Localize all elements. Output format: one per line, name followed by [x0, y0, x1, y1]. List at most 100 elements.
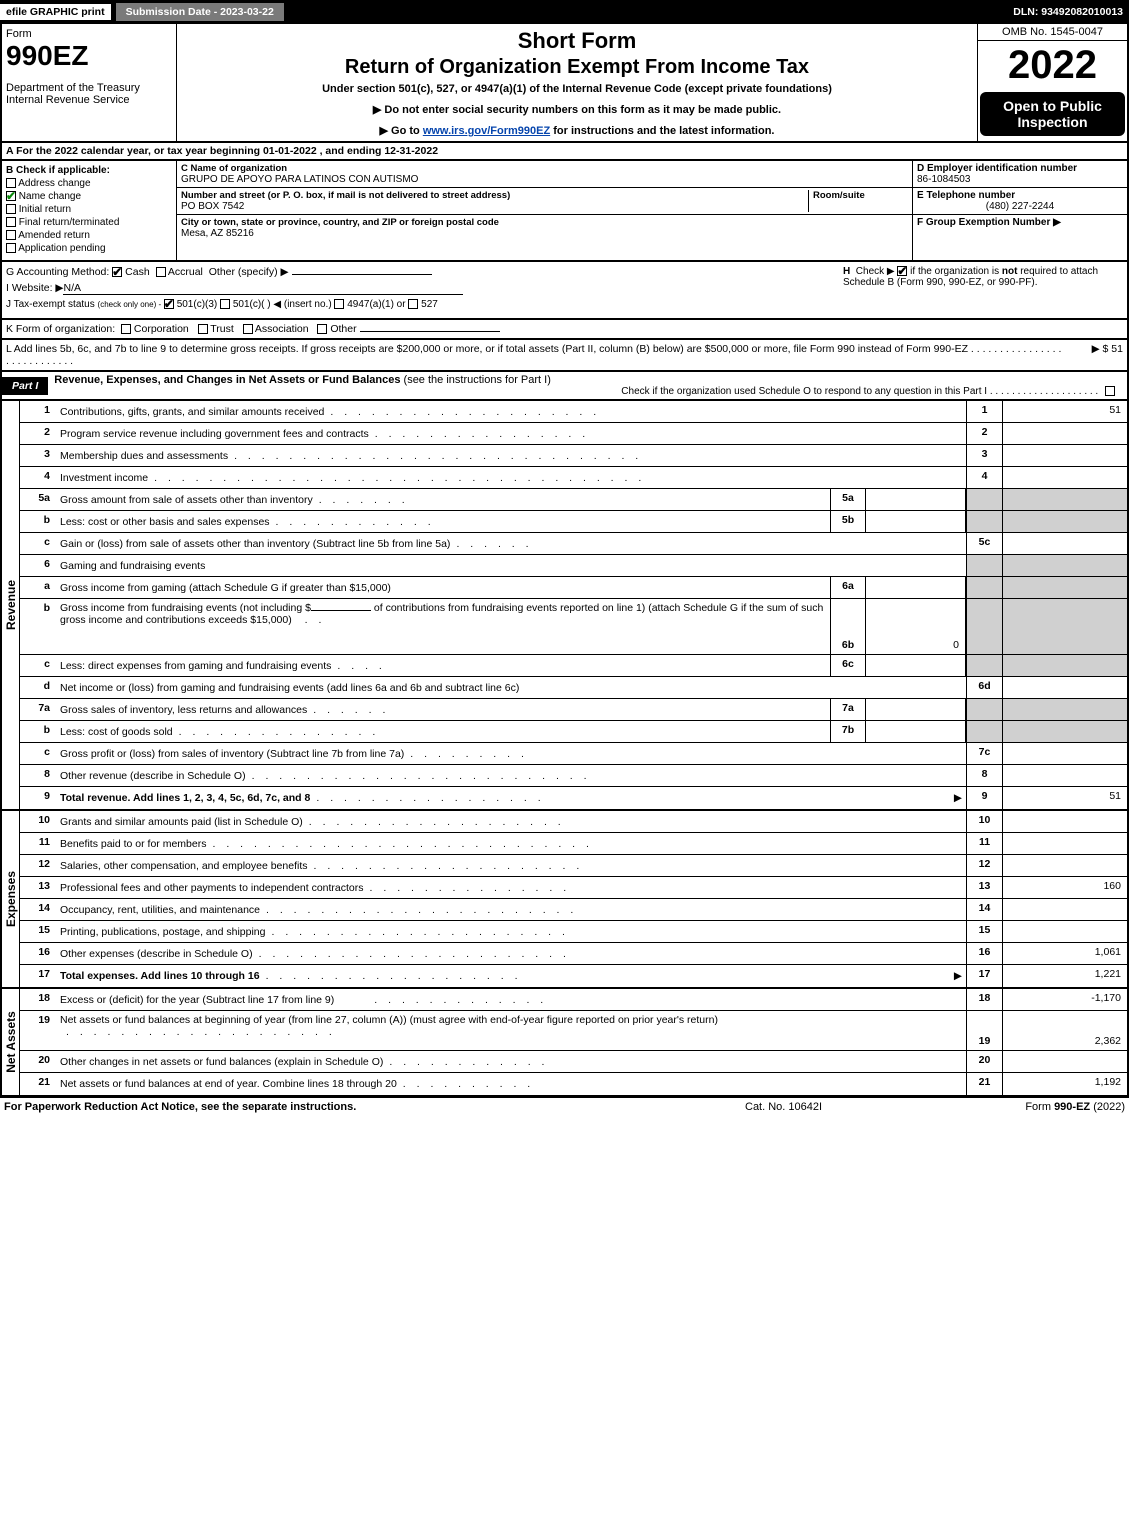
checkbox-name-change[interactable]: [6, 191, 16, 201]
arrow-icon: ▶: [954, 792, 962, 804]
row-14: 14 Occupancy, rent, utilities, and maint…: [20, 899, 1127, 921]
row-7a: 7a Gross sales of inventory, less return…: [20, 699, 1127, 721]
cb-pending: Application pending: [6, 243, 172, 254]
irs-link[interactable]: www.irs.gov/Form990EZ: [423, 125, 550, 137]
col-c: C Name of organization GRUPO DE APOYO PA…: [177, 161, 912, 260]
footer-left: For Paperwork Reduction Act Notice, see …: [4, 1101, 745, 1113]
checkbox-initial[interactable]: [6, 204, 16, 214]
l-line: L Add lines 5b, 6c, and 7b to line 9 to …: [0, 340, 1129, 372]
efile-label: efile GRAPHIC print: [0, 4, 111, 20]
netassets-body: 18 Excess or (deficit) for the year (Sub…: [20, 989, 1127, 1095]
cb-final: Final return/terminated: [6, 217, 172, 228]
checkbox-address[interactable]: [6, 178, 16, 188]
row-7b: b Less: cost of goods sold. . . . . . . …: [20, 721, 1127, 743]
ein: 86-1084503: [917, 174, 1123, 185]
checkbox-sched-o[interactable]: [1105, 386, 1115, 396]
sidelabel-expenses: Expenses: [2, 811, 20, 987]
d-phone-row: E Telephone number (480) 227-2244: [913, 188, 1127, 215]
row-1: 1 Contributions, gifts, grants, and simi…: [20, 401, 1127, 423]
row-8: 8 Other revenue (describe in Schedule O)…: [20, 765, 1127, 787]
row-9: 9 Total revenue. Add lines 1, 2, 3, 4, 5…: [20, 787, 1127, 809]
city-label: City or town, state or province, country…: [181, 217, 499, 228]
revenue-body: 1 Contributions, gifts, grants, and simi…: [20, 401, 1127, 809]
row-17: 17 Total expenses. Add lines 10 through …: [20, 965, 1127, 987]
revenue-section: Revenue 1 Contributions, gifts, grants, …: [2, 401, 1127, 809]
checkbox-501c3[interactable]: [164, 299, 174, 309]
phone: (480) 227-2244: [917, 201, 1123, 212]
dept-treasury: Department of the Treasury Internal Reve…: [6, 82, 172, 106]
row-7c: c Gross profit or (loss) from sales of i…: [20, 743, 1127, 765]
street-label: Number and street (or P. O. box, if mail…: [181, 190, 808, 201]
goto-note: ▶ Go to www.irs.gov/Form990EZ for instru…: [183, 124, 971, 137]
h-text: H Check ▶ if the organization is not req…: [843, 266, 1123, 288]
l-amount: ▶ $ 51: [1063, 343, 1123, 367]
omb-number: OMB No. 1545-0047: [978, 24, 1127, 41]
tax-year: 2022: [978, 41, 1127, 90]
checkbox-4947[interactable]: [334, 299, 344, 309]
part1-label: Part I: [2, 377, 48, 395]
row-6a: a Gross income from gaming (attach Sched…: [20, 577, 1127, 599]
checkbox-amended[interactable]: [6, 230, 16, 240]
form-header: Form 990EZ Department of the Treasury In…: [0, 24, 1129, 143]
part1-title: Revenue, Expenses, and Changes in Net As…: [48, 372, 1127, 399]
other-specify[interactable]: [292, 274, 432, 275]
checkbox-corp[interactable]: [121, 324, 131, 334]
header-right: OMB No. 1545-0047 2022 Open to Public In…: [977, 24, 1127, 141]
ghij-left: G Accounting Method: Cash Accrual Other …: [6, 266, 843, 314]
arrow-icon: ▶: [954, 970, 962, 982]
d-ein-row: D Employer identification number 86-1084…: [913, 161, 1127, 188]
row-11: 11 Benefits paid to or for members. . . …: [20, 833, 1127, 855]
col-d: D Employer identification number 86-1084…: [912, 161, 1127, 260]
h-box: H Check ▶ if the organization is not req…: [843, 266, 1123, 314]
goto-pre: ▶ Go to: [380, 125, 423, 137]
row-18: 18 Excess or (deficit) for the year (Sub…: [20, 989, 1127, 1011]
checkbox-accrual[interactable]: [156, 267, 166, 277]
other-org-line[interactable]: [360, 331, 500, 332]
part1-header: Part I Revenue, Expenses, and Changes in…: [0, 372, 1129, 401]
netassets-section: Net Assets 18 Excess or (deficit) for th…: [2, 987, 1127, 1095]
expenses-section: Expenses 10 Grants and similar amounts p…: [2, 809, 1127, 987]
footer: For Paperwork Reduction Act Notice, see …: [0, 1097, 1129, 1116]
checkbox-trust[interactable]: [198, 324, 208, 334]
ssn-note: ▶ Do not enter social security numbers o…: [183, 103, 971, 116]
e-label: E Telephone number: [917, 190, 1123, 201]
c-street-row: Number and street (or P. O. box, if mail…: [177, 188, 912, 215]
row-6c: c Less: direct expenses from gaming and …: [20, 655, 1127, 677]
section-a: A For the 2022 calendar year, or tax yea…: [0, 143, 1129, 161]
l-text: L Add lines 5b, 6c, and 7b to line 9 to …: [6, 343, 1063, 367]
short-form-title: Short Form: [183, 28, 971, 54]
cb-address-change: Address change: [6, 178, 172, 189]
checkbox-cash[interactable]: [112, 267, 122, 277]
checkbox-final[interactable]: [6, 217, 16, 227]
checkbox-527[interactable]: [408, 299, 418, 309]
row-21: 21 Net assets or fund balances at end of…: [20, 1073, 1127, 1095]
website-value: N/A: [63, 282, 463, 295]
row-12: 12 Salaries, other compensation, and emp…: [20, 855, 1127, 877]
sched-o-check: Check if the organization used Schedule …: [54, 386, 1121, 397]
room-label: Room/suite: [813, 190, 908, 201]
form-code: 990EZ: [6, 40, 172, 72]
checkbox-pending[interactable]: [6, 243, 16, 253]
row-16: 16 Other expenses (describe in Schedule …: [20, 943, 1127, 965]
row-5a: 5a Gross amount from sale of assets othe…: [20, 489, 1127, 511]
i-line: I Website: ▶N/A: [6, 282, 843, 295]
return-title: Return of Organization Exempt From Incom…: [183, 56, 971, 79]
d-label: D Employer identification number: [917, 163, 1123, 174]
g-line: G Accounting Method: Cash Accrual Other …: [6, 266, 843, 278]
row-19: 19 Net assets or fund balances at beginn…: [20, 1011, 1127, 1051]
header-center: Short Form Return of Organization Exempt…: [177, 24, 977, 141]
checkbox-501c[interactable]: [220, 299, 230, 309]
j-line: J Tax-exempt status (check only one) - 5…: [6, 299, 843, 310]
c-org-row: C Name of organization GRUPO DE APOYO PA…: [177, 161, 912, 188]
checkbox-assoc[interactable]: [243, 324, 253, 334]
row-3: 3 Membership dues and assessments. . . .…: [20, 445, 1127, 467]
checkbox-h[interactable]: [897, 266, 907, 276]
checkbox-other-org[interactable]: [317, 324, 327, 334]
sidelabel-revenue: Revenue: [2, 401, 20, 809]
row-4: 4 Investment income. . . . . . . . . . .…: [20, 467, 1127, 489]
footer-right: Form 990-EZ (2022): [945, 1101, 1125, 1113]
city: Mesa, AZ 85216: [181, 228, 499, 239]
expenses-body: 10 Grants and similar amounts paid (list…: [20, 811, 1127, 987]
submission-date: Submission Date - 2023-03-22: [115, 2, 285, 22]
col-b: B Check if applicable: Address change Na…: [2, 161, 177, 260]
